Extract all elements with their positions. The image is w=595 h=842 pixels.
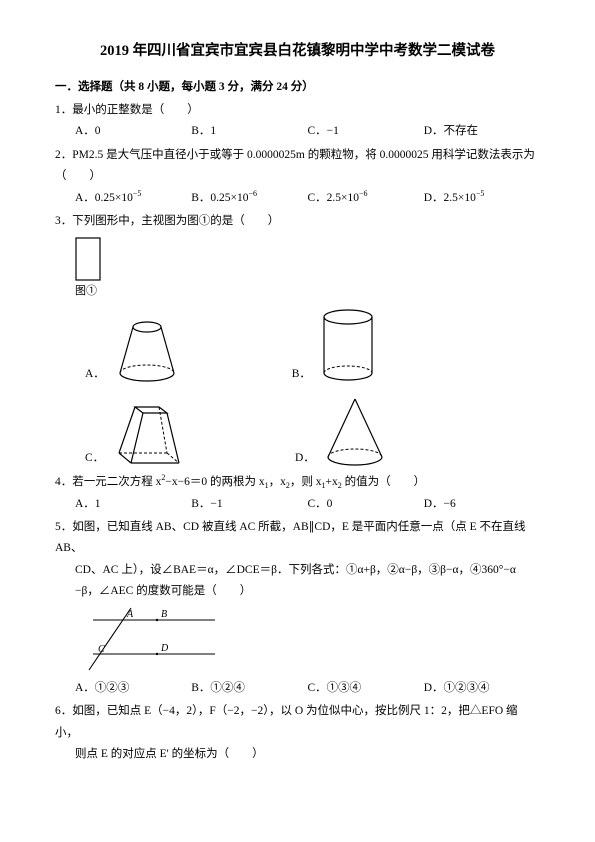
q4-opt-d: D．−6 [424,494,540,515]
q1-options: A．0 B．1 C．−1 D．不存在 [55,121,540,142]
q4-stem: 4．若一元二次方程 x2−x−6＝0 的两根为 x1，x2，则 x1+x2 的值… [55,471,540,494]
q1-opt-c: C．−1 [308,121,424,142]
q4-opt-c: C．0 [308,494,424,515]
figure-1-label: 图① [75,281,540,301]
q2-stem: 2．PM2.5 是大气压中直径小于或等于 0.0000025m 的颗粒物，将 0… [55,145,540,188]
q2-opt-c: C．2.5×10−6 [308,187,424,209]
svg-text:D: D [160,643,169,654]
q5-line1: 5．如图，已知直线 AB、CD 被直线 AC 所截，AB∥CD，E 是平面内任意… [55,517,540,560]
q1-opt-d: D．不存在 [424,121,540,142]
q5-options: A．①②③ B．①②④ C．①③④ D．①②③④ [55,678,540,699]
q3-opt-d: D． [295,395,388,469]
q4-opt-b: B．−1 [191,494,307,515]
q5-line2: CD、AC 上），设∠BAE＝α，∠DCE＝β．下列各式：①α+β，②α−β，③… [55,560,540,581]
q2-opt-a: A．0.25×10−5 [75,187,191,209]
svg-text:B: B [161,609,167,620]
q5-opt-c: C．①③④ [308,678,424,699]
q5-opt-a: A．①②③ [75,678,191,699]
page-title: 2019 年四川省宜宾市宜宾县白花镇黎明中学中考数学二模试卷 [55,38,540,65]
cylinder-icon [318,307,378,385]
svg-text:C: C [98,644,105,655]
q2-options: A．0.25×10−5 B．0.25×10−6 C．2.5×10−6 D．2.5… [55,187,540,209]
q6-line1: 6．如图，已知点 E（−4，2），F（−2，−2），以 O 为位似中心，按比例尺… [55,701,540,744]
q5-opt-b: B．①②④ [191,678,307,699]
q6-line2: 则点 E 的对应点 E' 的坐标为（ ） [55,744,540,765]
q1-opt-a: A．0 [75,121,191,142]
q3-opt-a: A． [85,317,182,385]
q5-line3: −β，∠AEC 的度数可能是（ ） [55,581,540,602]
cone-icon [322,395,388,469]
svg-text:A: A [126,609,134,620]
q2-opt-b: B．0.25×10−6 [191,187,307,209]
q3-opt-b: B． [292,307,378,385]
frustum-pyramid-icon [111,401,185,469]
frustum-cone-icon [112,317,182,385]
q2-opt-d: D．2.5×10−5 [424,187,540,209]
q5-opt-d: D．①②③④ [424,678,540,699]
q3-stem: 3．下列图形中，主视图为图①的是（ ） [55,211,540,232]
q4-opt-a: A．1 [75,494,191,515]
q1-opt-b: B．1 [191,121,307,142]
parallel-lines-figure: A B C D [75,606,225,674]
q4-options: A．1 B．−1 C．0 D．−6 [55,494,540,515]
section-header: 一．选择题（共 8 小题，每小题 3 分，满分 24 分） [55,77,540,98]
q1-stem: 1．最小的正整数是（ ） [55,100,540,121]
figure-1-rect [75,237,101,281]
q3-opt-c: C． [85,401,185,469]
